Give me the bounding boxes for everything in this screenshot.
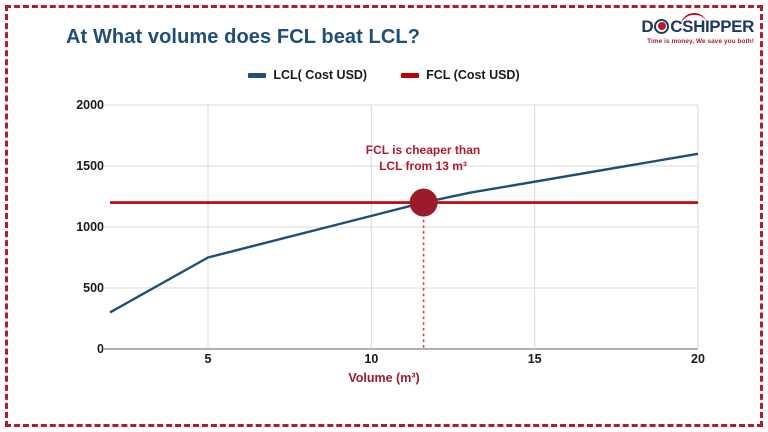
globe-icon [653, 18, 670, 35]
chart-svg [104, 104, 699, 350]
legend-swatch-lcl [248, 72, 267, 78]
chart-plot-area [104, 104, 699, 350]
x-axis-title: Volume (m³) [348, 371, 420, 385]
y-tick-label: 1000 [76, 220, 104, 234]
x-axis-tick-labels: 5 10 15 20 [110, 352, 705, 372]
y-tick-label: 1500 [76, 159, 104, 173]
x-tick-label: 15 [527, 352, 542, 366]
y-tick-label: 500 [83, 281, 104, 295]
series-line-lcl[interactable] [109, 152, 699, 314]
legend-label-fcl: FCL (Cost USD) [426, 68, 520, 82]
annotation-line-2: LCL from 13 m³ [379, 159, 467, 174]
chart-legend: LCL( Cost USD) FCL (Cost USD) [0, 68, 768, 82]
y-axis-tick-labels: 0 500 1000 1500 2000 [60, 98, 104, 356]
annotation-line-1: FCL is cheaper than [365, 143, 481, 157]
legend-swatch-fcl [401, 72, 420, 78]
logo-wordmark: D CSHIPPER [634, 11, 754, 36]
logo-tagline: Time is money, We save you both! [647, 38, 754, 45]
x-tick-label: 5 [204, 352, 212, 366]
logo-text-d: D [641, 16, 654, 36]
page-title: At What volume does FCL beat LCL? [66, 26, 421, 48]
docshipper-logo: D CSHIPPER Time is money, We save you bo… [634, 11, 754, 52]
legend-item-fcl[interactable]: FCL (Cost USD) [401, 68, 520, 82]
logo-text-cshipper: CSHIPPER [670, 16, 754, 36]
x-tick-label: 20 [691, 352, 705, 366]
legend-item-lcl[interactable]: LCL( Cost USD) [248, 68, 367, 82]
legend-label-lcl: LCL( Cost USD) [273, 68, 368, 82]
breakeven-point[interactable] [409, 188, 438, 217]
breakeven-annotation: FCL is cheaper than LCL from 13 m³ [338, 142, 508, 174]
y-tick-label: 0 [97, 342, 104, 356]
y-tick-label: 2000 [76, 98, 104, 112]
x-tick-label: 10 [364, 352, 379, 366]
